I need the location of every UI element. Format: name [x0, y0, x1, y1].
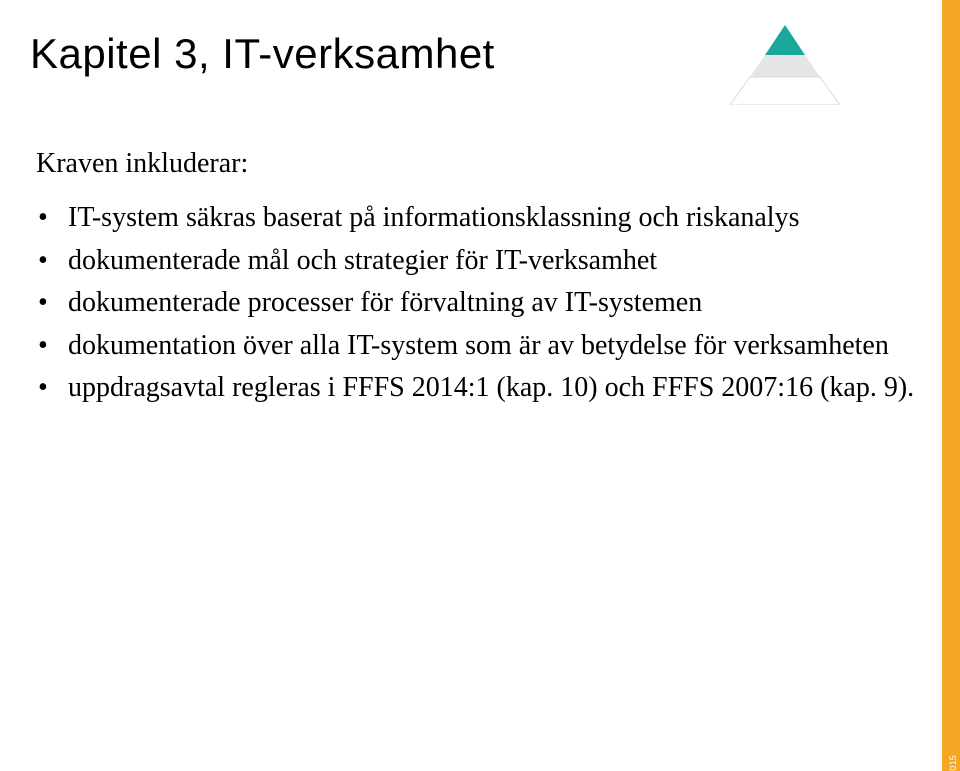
- list-item: IT-system säkras baserat på informations…: [36, 198, 920, 239]
- slide: Kapitel 3, IT-verksamhet Kraven inkluder…: [0, 0, 960, 771]
- list-item: dokumenterade mål och strategier för IT-…: [36, 241, 920, 282]
- pyramid-icon: [730, 25, 840, 105]
- list-item: dokumenterade processer för förvaltning …: [36, 283, 920, 324]
- right-rail: [942, 0, 960, 771]
- pyramid-top: [765, 25, 805, 55]
- copyright-text: © Transcendent Group Sverige AB 2015: [948, 755, 958, 771]
- pyramid-svg: [730, 25, 840, 105]
- list-item: dokumentation över alla IT-system som är…: [36, 326, 920, 367]
- subtitle: Kraven inkluderar:: [36, 148, 920, 180]
- bullet-list: IT-system säkras baserat på informations…: [36, 198, 920, 409]
- pyramid-middle: [750, 55, 820, 77]
- pyramid-bottom: [730, 77, 840, 105]
- list-item: uppdragsavtal regleras i FFFS 2014:1 (ka…: [36, 368, 920, 409]
